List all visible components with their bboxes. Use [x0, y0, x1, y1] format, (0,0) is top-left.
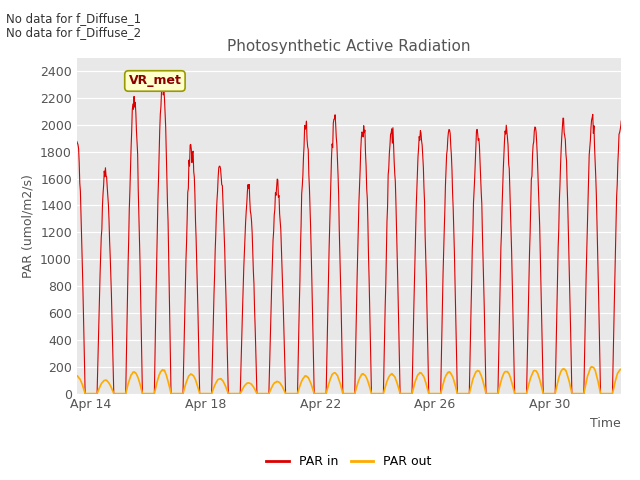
Line: PAR out: PAR out	[63, 367, 634, 394]
Text: No data for f_Diffuse_1: No data for f_Diffuse_1	[6, 12, 141, 25]
Line: PAR in: PAR in	[63, 78, 634, 394]
Legend: PAR in, PAR out: PAR in, PAR out	[261, 450, 436, 473]
PAR out	[86, 391, 94, 396]
PAR out	[630, 391, 638, 396]
Y-axis label: PAR (umol/m2/s): PAR (umol/m2/s)	[22, 174, 35, 277]
PAR in	[630, 391, 638, 396]
Title: Photosynthetic Active Radiation: Photosynthetic Active Radiation	[227, 39, 470, 54]
PAR in	[297, 244, 305, 250]
Text: No data for f_Diffuse_2: No data for f_Diffuse_2	[6, 26, 141, 39]
PAR in	[86, 391, 94, 396]
PAR in	[396, 391, 404, 396]
PAR out	[396, 388, 403, 394]
PAR in	[612, 247, 620, 252]
PAR out	[612, 378, 620, 384]
PAR in	[59, 391, 67, 396]
Text: Time: Time	[590, 417, 621, 430]
PAR out	[59, 391, 67, 396]
PAR in	[603, 391, 611, 396]
PAR out	[165, 381, 173, 386]
PAR out	[296, 383, 304, 389]
PAR out	[603, 391, 611, 396]
Text: VR_met: VR_met	[129, 74, 181, 87]
PAR in	[165, 289, 173, 295]
PAR in	[159, 75, 166, 81]
PAR out	[588, 364, 595, 370]
